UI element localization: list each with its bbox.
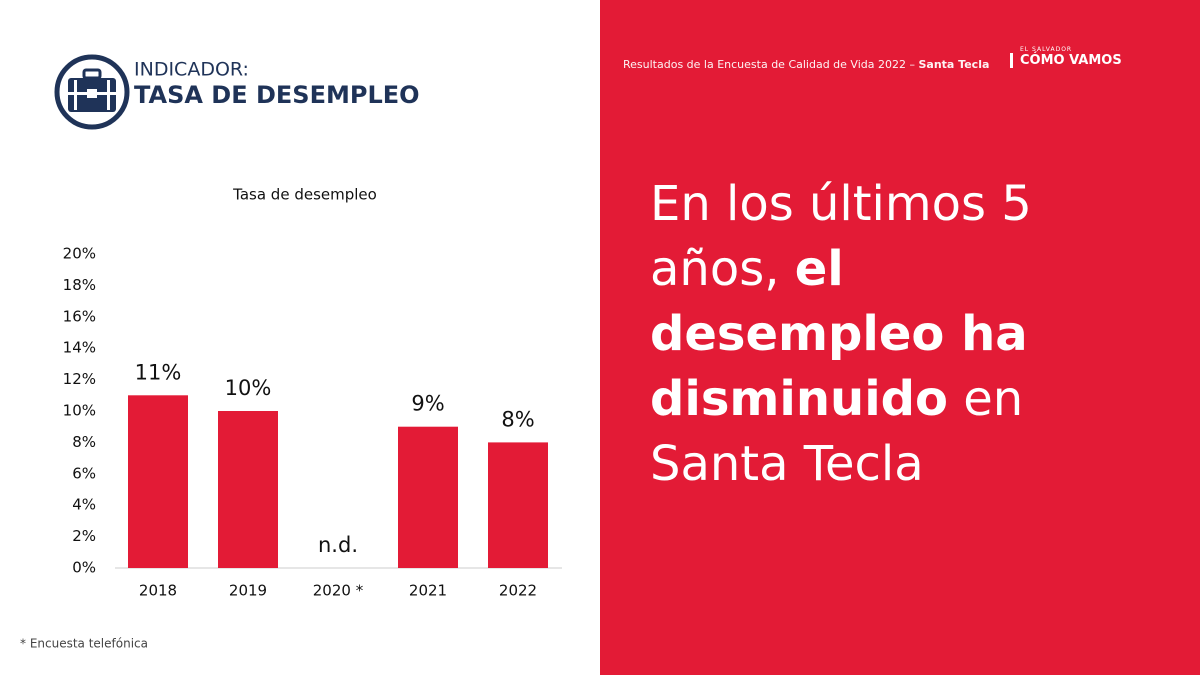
y-tick-label: 2%	[72, 527, 96, 545]
value-label: n.d.	[318, 533, 358, 557]
icon-ring	[54, 54, 130, 130]
y-tick-label: 12%	[63, 370, 96, 388]
logo-top: EL SALVADOR	[1020, 46, 1073, 53]
y-tick-label: 10%	[63, 402, 96, 420]
y-tick-label: 6%	[72, 464, 96, 482]
footnote: * Encuesta telefónica	[20, 637, 148, 651]
value-label: 8%	[501, 407, 534, 431]
header-text: Resultados de la Encuesta de Calidad de …	[623, 58, 919, 71]
bar	[128, 395, 188, 568]
chart-title: Tasa de desempleo	[232, 186, 377, 204]
x-tick-label: 2021	[409, 582, 447, 600]
y-tick-label: 20%	[63, 245, 96, 263]
y-tick-label: 14%	[63, 339, 96, 357]
x-tick-label: 2022	[499, 582, 537, 600]
headline: En los últimos 5 años, el desempleo ha d…	[650, 172, 1130, 497]
logo-name: CÓMO VAMOS	[1010, 53, 1122, 68]
bar	[488, 442, 548, 568]
headline-segment: el desempleo ha disminuido	[650, 241, 1028, 427]
header-place: Santa Tecla	[918, 58, 990, 71]
value-label: 9%	[411, 392, 444, 416]
x-tick-label: 2018	[139, 582, 177, 600]
value-label: 11%	[135, 360, 182, 384]
indicator-title: TASA DE DESEMPLEO	[134, 81, 420, 109]
bar	[218, 411, 278, 568]
logo: EL SALVADOR CÓMO VAMOS	[1010, 46, 1122, 68]
headline-segment: En los últimos 5 años,	[650, 176, 1032, 297]
y-tick-label: 16%	[63, 307, 96, 325]
chart: INDICADOR: TASA DE DESEMPLEO Tasa de des…	[20, 54, 562, 651]
header: Resultados de la Encuesta de Calidad de …	[623, 58, 989, 71]
headline-panel: Resultados de la Encuesta de Calidad de …	[600, 0, 1200, 675]
bar	[398, 426, 458, 568]
y-tick-label: 0%	[72, 559, 96, 577]
y-tick-label: 4%	[72, 496, 96, 514]
y-tick-label: 8%	[72, 433, 96, 451]
y-tick-label: 18%	[63, 276, 96, 294]
headline-segment: en Santa Tecla	[650, 371, 1024, 492]
x-tick-label: 2020 *	[313, 582, 364, 600]
value-label: 10%	[225, 376, 272, 400]
x-tick-label: 2019	[229, 582, 267, 600]
indicator-label: INDICADOR:	[134, 59, 249, 81]
briefcase-icon	[68, 68, 116, 112]
